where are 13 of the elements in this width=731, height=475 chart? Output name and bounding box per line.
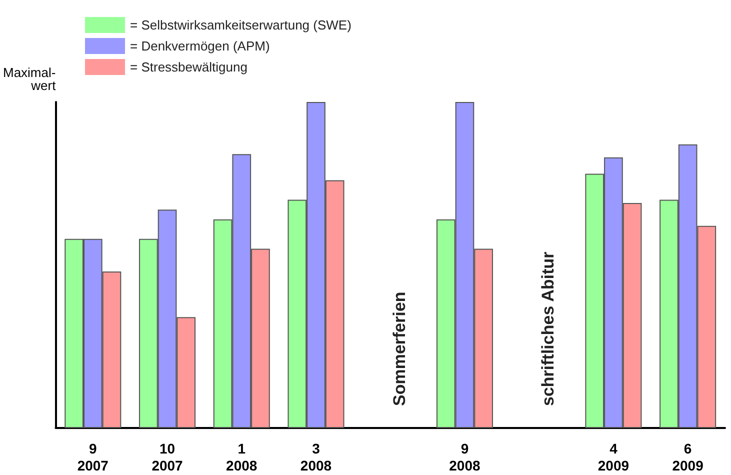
x-tick-label: 9 2007 <box>77 440 109 474</box>
x-tick-label: 10 2007 <box>152 440 184 474</box>
annotation: Sommerferien <box>390 292 409 406</box>
legend-label: = Stressbewältigung <box>130 60 248 74</box>
legend-label: = Selbstwirksamkeitserwartung (SWE) <box>130 18 352 32</box>
y-axis-title: Maximal- wert <box>2 65 56 93</box>
annotation: schriftliches Abitur <box>538 251 558 406</box>
x-tick-label: 1 2008 <box>226 440 258 474</box>
x-tick-label: 4 2009 <box>598 440 630 474</box>
x-tick-label: 6 2009 <box>672 440 704 474</box>
x-tick-label: 3 2008 <box>300 440 332 474</box>
legend-label: = Denkvermögen (APM) <box>130 38 270 54</box>
x-tick-label: 9 2008 <box>449 440 481 474</box>
